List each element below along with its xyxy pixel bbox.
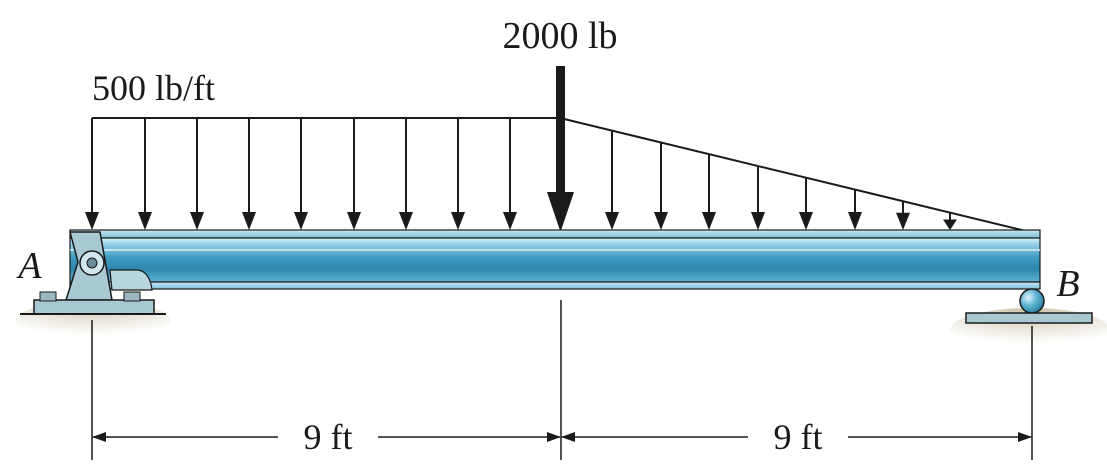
load-arrow: [896, 201, 910, 230]
beam: [69, 229, 1041, 290]
load-arrow: [294, 118, 308, 230]
load-arrow: [654, 142, 668, 230]
point-load-label: 2000 lb: [502, 15, 617, 57]
load-arrow: [605, 130, 619, 230]
roller-support-b: [965, 288, 1093, 324]
dimension-label-right: 9 ft: [774, 417, 823, 457]
point-load-arrow: [547, 66, 574, 232]
distributed-load-label: 500 lb/ft: [92, 68, 215, 108]
load-arrow: [347, 118, 361, 230]
pin-support-a: [20, 231, 166, 315]
support-b-label: B: [1056, 263, 1079, 305]
load-arrow: [399, 118, 413, 230]
distributed-load: [92, 117, 1031, 233]
load-arrow: [138, 118, 152, 230]
load-arrow: [848, 189, 862, 230]
dimension-lines: [91, 300, 1033, 460]
load-arrow: [190, 118, 204, 230]
support-a-label: A: [15, 245, 42, 287]
load-arrow: [751, 166, 765, 230]
load-arrow: [702, 154, 716, 230]
load-arrow: [242, 118, 256, 230]
load-arrow: [503, 118, 517, 230]
load-top-triangular: [559, 117, 1031, 233]
load-arrow: [943, 212, 957, 230]
load-arrow: [85, 118, 99, 230]
load-arrow: [799, 177, 813, 230]
load-arrow: [451, 118, 465, 230]
dimension-label-left: 9 ft: [304, 417, 353, 457]
load-arrows: [85, 118, 957, 230]
